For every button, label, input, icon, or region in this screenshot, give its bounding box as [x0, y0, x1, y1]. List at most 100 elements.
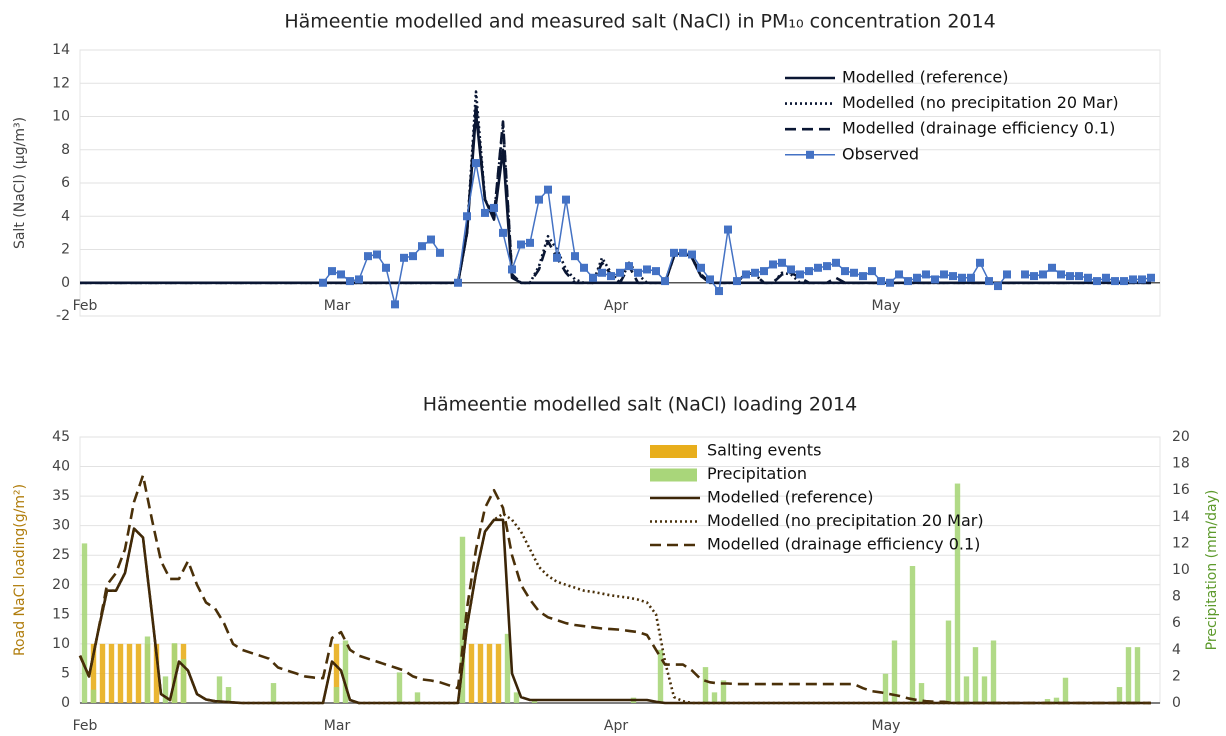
bar	[1116, 687, 1123, 703]
marker	[580, 263, 588, 272]
bar	[1044, 699, 1051, 703]
x-tick-label: May	[872, 298, 901, 314]
marker	[643, 265, 651, 274]
marker	[1057, 270, 1065, 279]
line	[80, 101, 1151, 285]
marker	[1093, 277, 1101, 286]
y-tick-label: 40	[52, 459, 70, 475]
marker	[634, 268, 642, 277]
bar	[414, 692, 421, 703]
marker	[1084, 273, 1092, 282]
marker	[409, 252, 417, 261]
bar	[981, 676, 988, 703]
bar	[153, 643, 160, 703]
marker	[373, 250, 381, 259]
y-tick-label: 25	[52, 547, 70, 563]
y-tick-label: 15	[52, 606, 70, 622]
bar	[162, 676, 169, 703]
marker	[1147, 273, 1155, 282]
bar	[918, 683, 925, 703]
bar	[720, 680, 727, 703]
marker	[895, 270, 903, 279]
plot-area	[79, 436, 1161, 704]
legend-label: Salting events	[707, 441, 821, 460]
y-tick-label: 10	[52, 109, 70, 125]
y2-tick-label: 12	[1172, 535, 1190, 551]
marker	[886, 278, 894, 287]
marker	[1111, 277, 1119, 286]
legend-label: Modelled (no precipitation 20 Mar)	[707, 511, 984, 530]
marker	[499, 228, 507, 237]
y2-tick-label: 4	[1172, 642, 1181, 658]
marker	[1075, 272, 1083, 281]
y-tick-label: 5	[61, 665, 70, 681]
bar	[882, 673, 889, 703]
bar	[180, 659, 187, 703]
x-tick-label: Apr	[604, 718, 628, 734]
bar	[477, 643, 484, 703]
bar	[216, 676, 223, 703]
y-tick-label: -2	[56, 308, 70, 324]
marker	[985, 277, 993, 286]
bar	[972, 647, 979, 703]
legend-label: Observed	[842, 144, 919, 163]
marker	[841, 267, 849, 276]
bar	[117, 643, 124, 703]
bar	[171, 643, 178, 703]
marker	[787, 265, 795, 274]
legend-label: Modelled (drainage efficiency 0.1)	[842, 119, 1115, 138]
bar	[270, 683, 277, 703]
y2-tick-label: 16	[1172, 482, 1190, 498]
y2-tick-label: 2	[1172, 668, 1181, 684]
marker	[796, 270, 804, 279]
marker	[976, 258, 984, 267]
marker	[472, 159, 480, 168]
y2-tick-label: 18	[1172, 456, 1190, 472]
marker	[661, 277, 669, 286]
bar	[81, 543, 88, 703]
legend-label: Modelled (reference)	[707, 488, 873, 507]
legend-swatch	[650, 468, 697, 482]
marker	[931, 275, 939, 284]
legend-swatch	[650, 445, 697, 458]
bar	[90, 643, 97, 703]
bar	[1125, 647, 1132, 703]
marker	[706, 275, 714, 284]
marker	[967, 273, 975, 282]
y-tick-label: 8	[61, 142, 70, 158]
marker	[751, 268, 759, 277]
x-tick-label: Feb	[73, 298, 98, 314]
marker	[832, 258, 840, 267]
marker	[319, 278, 327, 287]
bar	[468, 643, 475, 703]
marker	[1030, 272, 1038, 281]
marker	[589, 273, 597, 282]
marker	[733, 277, 741, 286]
y-tick-label: 6	[61, 175, 70, 191]
x-tick-label: Mar	[324, 298, 351, 314]
chart-title: Hämeentie modelled and measured salt (Na…	[284, 11, 995, 33]
line	[78, 512, 1151, 705]
bar	[990, 640, 997, 703]
marker	[1066, 272, 1074, 281]
marker	[400, 253, 408, 262]
bar	[504, 633, 511, 703]
marker	[598, 268, 606, 277]
bar	[486, 643, 493, 703]
marker	[463, 212, 471, 221]
x-tick-label: May	[872, 718, 901, 734]
marker	[553, 253, 561, 262]
marker	[1021, 270, 1029, 279]
bar	[225, 687, 232, 703]
bar	[108, 643, 115, 703]
bar	[495, 643, 502, 703]
marker	[526, 238, 534, 247]
marker	[571, 252, 579, 261]
marker	[904, 277, 912, 286]
marker	[652, 267, 660, 276]
bar	[702, 667, 709, 703]
y-tick-label: 12	[52, 75, 70, 91]
marker	[913, 273, 921, 282]
marker	[364, 252, 372, 261]
